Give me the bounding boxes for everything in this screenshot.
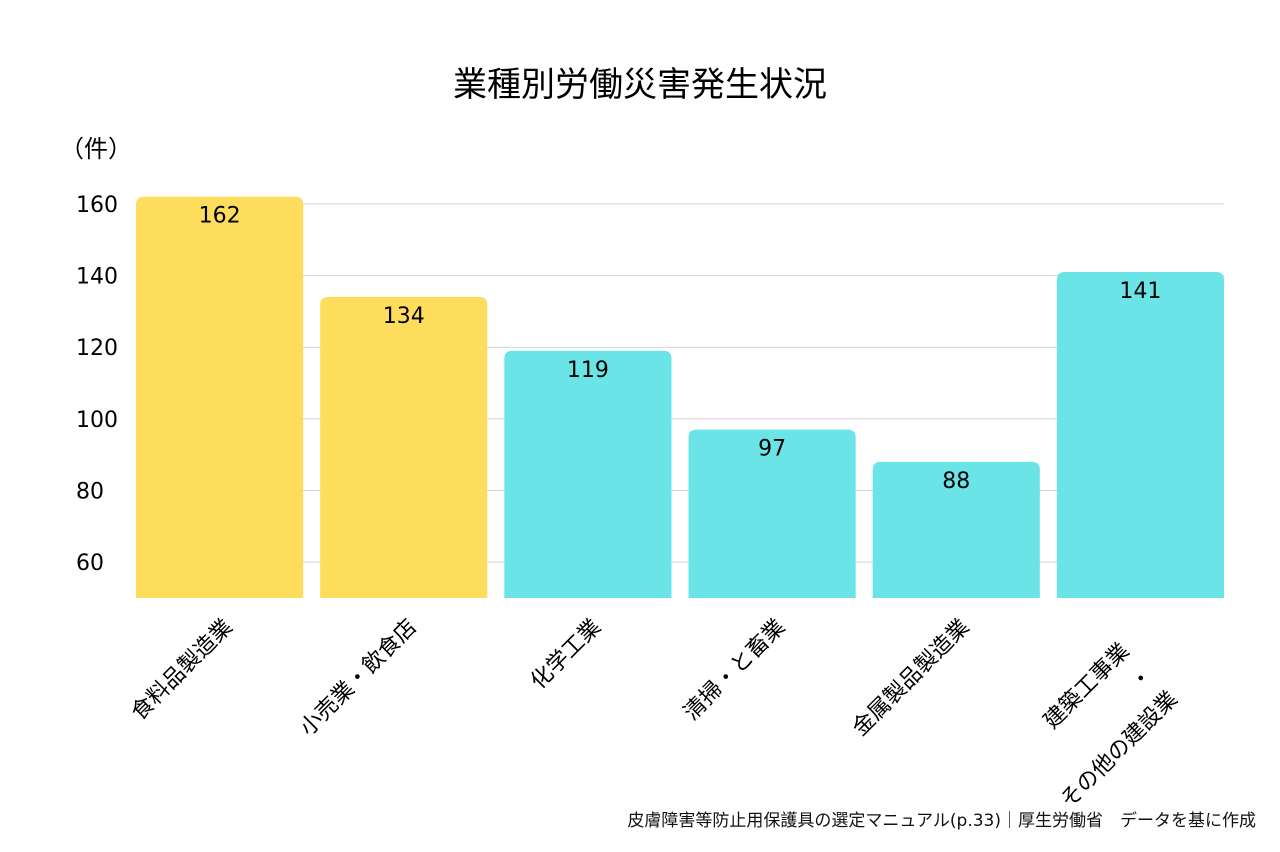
bar-3 [688, 429, 856, 598]
value-label: 88 [942, 469, 970, 494]
y-tick-label: 100 [76, 408, 118, 433]
bar-0 [136, 196, 304, 598]
category-text: 食料品製造業 [127, 615, 238, 726]
source-note: 皮膚障害等防止用保護具の選定マニュアル(p.33)｜厚生労働省 データを基に作成 [627, 811, 1256, 831]
y-axis-ticks: 60 80 100 120 140 160 [76, 193, 118, 576]
category-text: 建築工事業・その他の建設業 [1008, 639, 1183, 814]
value-label: 141 [1119, 279, 1161, 304]
y-tick-label: 60 [76, 551, 104, 576]
gridlines [136, 203, 1224, 563]
category-line: 食料品製造業 [127, 615, 238, 726]
bar-2 [504, 350, 672, 598]
y-tick-label: 140 [76, 265, 118, 290]
value-label: 119 [567, 358, 609, 383]
y-tick-label: 80 [76, 480, 104, 505]
category-label-2: 化学工業 [526, 615, 606, 695]
bar-1 [320, 297, 488, 598]
category-text: 金属製品製造業 [848, 615, 975, 742]
category-text: 小売業・飲食店 [295, 615, 422, 742]
category-line: 化学工業 [526, 615, 606, 695]
category-label-1: 小売業・飲食店 [295, 615, 422, 742]
bar-4 [872, 461, 1040, 598]
category-line: ・ [1125, 663, 1158, 696]
category-text: 清掃・と畜業 [679, 615, 790, 726]
value-labels: 162 134 119 97 88 141 [199, 204, 1162, 494]
value-label: 134 [383, 304, 425, 329]
category-text: 化学工業 [526, 615, 606, 695]
category-line: 清掃・と畜業 [679, 615, 790, 726]
chart-title: 業種別労働災害発生状況 [453, 65, 827, 105]
category-label-0: 食料品製造業 [127, 615, 238, 726]
category-labels: 食料品製造業 小売業・飲食店 化学工業 清掃・と畜業 金属製品製造業 建築工事業・その他の… [127, 615, 1183, 814]
category-label-3: 清掃・と畜業 [679, 615, 790, 726]
bar-5 [1056, 271, 1224, 598]
value-label: 97 [758, 437, 786, 462]
value-label: 162 [199, 204, 241, 229]
y-tick-label: 160 [76, 193, 118, 218]
category-line: 小売業・飲食店 [295, 615, 422, 742]
y-axis-unit: （件） [60, 135, 132, 163]
category-label-4: 金属製品製造業 [848, 615, 975, 742]
bars [136, 196, 1224, 598]
category-label-5: 建築工事業・その他の建設業 [1008, 639, 1183, 814]
category-line: 金属製品製造業 [848, 615, 975, 742]
y-tick-label: 120 [76, 336, 118, 361]
category-line: 建築工事業 [1039, 639, 1134, 734]
